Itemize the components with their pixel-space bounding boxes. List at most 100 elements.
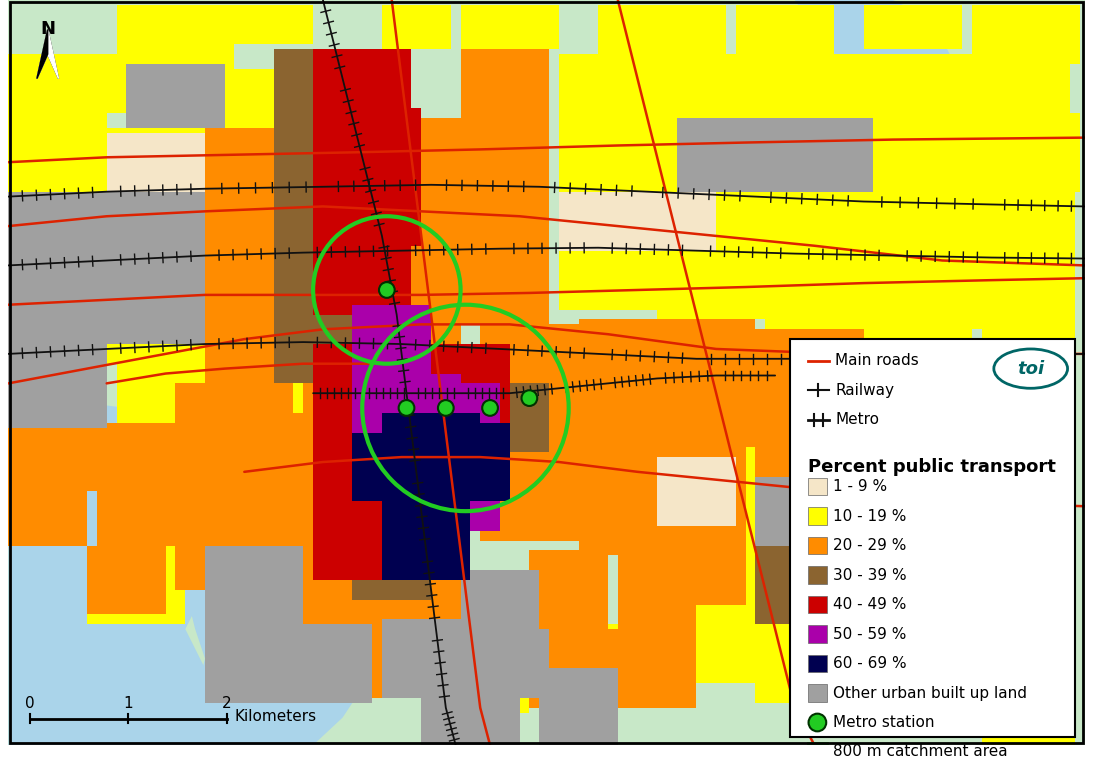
Circle shape <box>438 400 453 416</box>
Text: 60 - 69 %: 60 - 69 % <box>833 656 907 671</box>
Bar <box>461 5 558 49</box>
Bar <box>9 192 106 271</box>
Bar <box>422 453 500 531</box>
Bar <box>106 192 205 265</box>
Bar <box>205 624 293 703</box>
Bar <box>637 113 756 182</box>
Bar <box>667 526 746 605</box>
Bar <box>205 196 303 265</box>
Bar <box>756 477 864 556</box>
Bar <box>96 423 175 481</box>
Bar <box>205 334 293 413</box>
Bar <box>756 54 884 123</box>
Bar <box>789 339 1075 738</box>
Bar <box>461 186 549 255</box>
Bar <box>529 629 618 708</box>
Bar <box>558 54 657 123</box>
Bar <box>677 118 775 192</box>
Bar <box>313 344 412 423</box>
Bar <box>205 265 293 334</box>
Bar <box>539 669 618 745</box>
Polygon shape <box>185 471 412 745</box>
Bar <box>382 540 471 619</box>
Bar <box>637 192 716 251</box>
Bar <box>274 246 362 315</box>
Bar <box>807 507 827 525</box>
Bar <box>807 655 827 672</box>
Bar <box>618 629 696 708</box>
Bar <box>106 423 205 481</box>
Bar <box>274 624 372 703</box>
Bar <box>353 374 441 443</box>
Bar <box>807 684 827 702</box>
Bar <box>382 393 461 462</box>
Text: 0: 0 <box>25 696 35 711</box>
Bar <box>205 69 303 128</box>
Polygon shape <box>9 89 106 148</box>
Bar <box>874 487 971 565</box>
Bar <box>431 344 509 423</box>
Bar <box>667 319 756 388</box>
Bar <box>9 354 106 428</box>
Bar <box>9 271 106 354</box>
Bar <box>106 54 234 113</box>
Bar <box>274 49 362 108</box>
Bar <box>874 565 981 653</box>
Text: 2: 2 <box>222 696 231 711</box>
Bar <box>205 128 303 196</box>
Ellipse shape <box>994 349 1068 388</box>
Bar <box>667 447 756 526</box>
Bar <box>756 329 874 408</box>
Bar <box>303 334 392 403</box>
Bar <box>667 388 746 447</box>
Bar <box>303 619 422 698</box>
Text: 800 m catchment area: 800 m catchment area <box>833 744 1007 758</box>
Bar <box>667 605 765 683</box>
Bar <box>382 324 461 393</box>
Bar <box>756 192 884 261</box>
Bar <box>382 423 471 501</box>
Bar <box>971 5 1080 64</box>
Bar <box>667 447 746 526</box>
Bar <box>303 403 382 471</box>
Bar <box>303 265 382 334</box>
Bar <box>382 118 471 186</box>
Bar <box>106 128 205 206</box>
Bar <box>96 481 195 550</box>
Circle shape <box>521 390 538 406</box>
Bar <box>756 624 874 703</box>
Polygon shape <box>37 30 58 79</box>
Bar <box>481 393 578 471</box>
Bar <box>382 501 471 580</box>
Bar <box>116 206 215 285</box>
Bar <box>274 177 362 246</box>
Bar <box>765 477 884 556</box>
Bar <box>981 663 1075 745</box>
Bar <box>461 255 549 324</box>
Bar <box>9 54 116 113</box>
Bar <box>756 546 854 624</box>
Bar <box>981 113 1080 192</box>
Text: Metro: Metro <box>835 412 879 428</box>
Circle shape <box>808 713 827 731</box>
Bar <box>205 481 303 550</box>
Bar <box>756 408 864 477</box>
Bar <box>353 531 431 600</box>
Polygon shape <box>37 30 48 79</box>
Text: 10 - 19 %: 10 - 19 % <box>833 509 907 524</box>
Polygon shape <box>37 30 58 79</box>
Bar <box>175 384 274 453</box>
Bar <box>598 5 726 54</box>
Text: Metro station: Metro station <box>833 715 935 730</box>
Polygon shape <box>9 403 244 745</box>
Bar <box>205 546 303 624</box>
Text: 1 - 9 %: 1 - 9 % <box>833 479 887 494</box>
Bar <box>807 566 827 584</box>
Bar <box>422 609 519 688</box>
Bar <box>313 501 412 580</box>
Bar <box>874 261 981 329</box>
Bar <box>116 5 234 54</box>
Bar <box>116 364 205 423</box>
Bar <box>981 54 1070 113</box>
Bar <box>87 546 185 624</box>
